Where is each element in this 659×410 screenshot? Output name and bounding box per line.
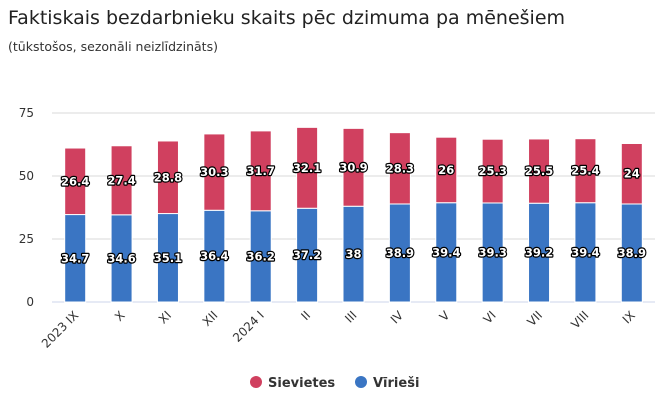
x-tick-label: VI bbox=[481, 308, 499, 326]
bar-female bbox=[620, 142, 643, 205]
bar-female bbox=[574, 138, 597, 204]
x-tick-label: IX bbox=[620, 308, 638, 326]
x-tick-label: VIII bbox=[568, 308, 591, 331]
y-tick-label: 25 bbox=[19, 232, 34, 246]
data-label: 31.7 bbox=[247, 164, 275, 178]
data-label: 25.3 bbox=[478, 164, 506, 178]
bar-female bbox=[249, 130, 272, 212]
bar-female bbox=[64, 147, 87, 216]
y-tick-label: 50 bbox=[19, 169, 34, 183]
bar-female bbox=[388, 132, 411, 205]
x-tick-label: VII bbox=[524, 308, 545, 329]
x-tick-label: XII bbox=[200, 308, 221, 329]
bar-female bbox=[203, 133, 226, 211]
x-tick-label: III bbox=[342, 308, 359, 325]
data-label: 32.1 bbox=[293, 161, 321, 175]
legend-marker bbox=[250, 376, 262, 388]
data-label: 38.9 bbox=[618, 246, 646, 260]
x-tick-label: II bbox=[298, 308, 313, 323]
data-label: 37.2 bbox=[293, 248, 321, 262]
data-label: 34.6 bbox=[107, 251, 135, 265]
data-label: 30.9 bbox=[339, 160, 367, 174]
data-label: 39.2 bbox=[525, 246, 553, 260]
x-tick-label: V bbox=[437, 308, 453, 324]
legend-label: Vīrieši bbox=[373, 376, 419, 391]
bar-female bbox=[110, 145, 133, 216]
chart-subtitle: (tūkstošos, sezonāli neizlīdzināts) bbox=[8, 39, 218, 54]
x-tick-label: 2024 I bbox=[230, 308, 267, 345]
data-label: 35.1 bbox=[154, 251, 182, 265]
bar-female bbox=[296, 126, 319, 209]
data-label: 34.7 bbox=[61, 251, 89, 265]
bar-female bbox=[156, 140, 179, 215]
data-label: 36.4 bbox=[200, 249, 228, 263]
data-label: 39.4 bbox=[432, 245, 460, 259]
bar-female bbox=[528, 138, 551, 204]
x-tick-label: X bbox=[112, 308, 128, 324]
data-label: 25.4 bbox=[571, 164, 599, 178]
y-tick-label: 75 bbox=[19, 106, 34, 120]
data-label: 26 bbox=[438, 163, 454, 177]
x-tick-label: XI bbox=[156, 308, 174, 326]
chart-title: Faktiskais bezdarbnieku skaits pēc dzimu… bbox=[8, 7, 566, 29]
data-label: 24 bbox=[624, 167, 640, 181]
data-label: 26.4 bbox=[61, 174, 89, 188]
bar-female bbox=[481, 138, 504, 204]
data-label: 38 bbox=[345, 247, 361, 261]
x-tick-label: 2023 IX bbox=[39, 308, 82, 351]
data-label: 27.4 bbox=[107, 173, 135, 187]
data-label: 28.8 bbox=[154, 170, 182, 184]
y-tick-label: 0 bbox=[26, 295, 34, 309]
data-label: 39.4 bbox=[571, 245, 599, 259]
x-tick-label: IV bbox=[388, 308, 407, 327]
data-label: 25.5 bbox=[525, 164, 553, 178]
data-label: 30.3 bbox=[200, 165, 228, 179]
data-label: 36.2 bbox=[247, 249, 275, 263]
data-label: 38.9 bbox=[386, 246, 414, 260]
bar-female bbox=[342, 127, 365, 207]
legend-label: Sievietes bbox=[268, 376, 335, 391]
legend-marker bbox=[355, 376, 367, 388]
data-label: 39.3 bbox=[478, 245, 506, 259]
bar-female bbox=[435, 136, 458, 204]
data-label: 28.3 bbox=[386, 161, 414, 175]
